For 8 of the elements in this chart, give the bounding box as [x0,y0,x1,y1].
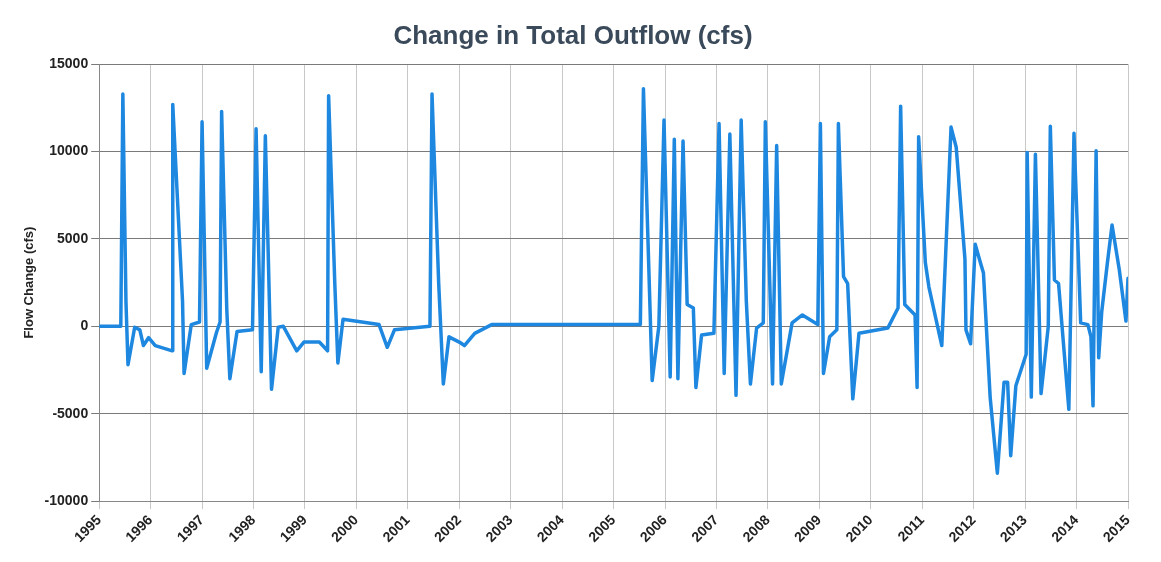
y-tick-label: -10000 [44,491,89,508]
chart-title: Change in Total Outflow (cfs) [393,19,753,50]
y-tick-label: -5000 [52,404,89,421]
y-tick-label: 10000 [49,142,89,159]
y-axis-title: Flow Change (cfs) [21,226,37,339]
y-tick-label: 15000 [49,55,89,72]
y-tick-label: 5000 [57,229,89,246]
y-tick-label: 0 [80,317,89,334]
